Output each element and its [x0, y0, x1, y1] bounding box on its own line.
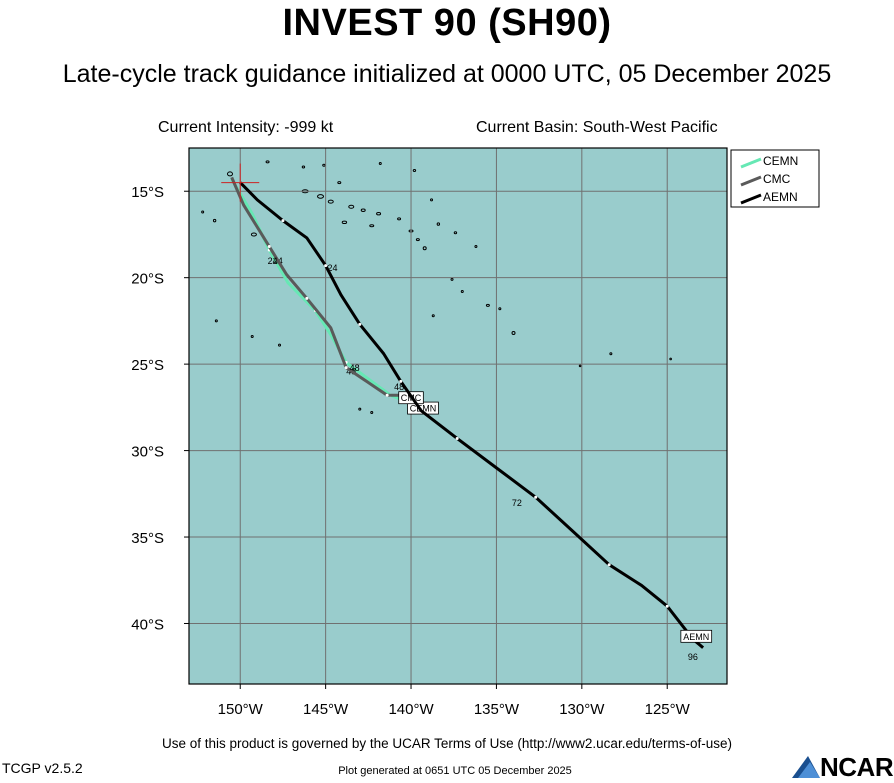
island-outline — [322, 163, 326, 167]
track-point-aemn — [534, 495, 538, 499]
island-outlines — [201, 160, 672, 415]
island-outline — [265, 160, 270, 164]
island-outline — [348, 204, 355, 209]
terms-of-use-note: Use of this product is governed by the U… — [162, 736, 732, 751]
island-outline — [436, 222, 441, 226]
ocean-background — [189, 148, 727, 684]
track-point-aemn — [281, 219, 285, 223]
island-outline — [460, 290, 464, 294]
legend-swatch-cemn — [740, 157, 762, 169]
tick-label-lat: 15°S — [131, 184, 164, 201]
island-outline — [337, 181, 342, 185]
legend-label-aemn: AEMN — [763, 190, 798, 204]
island-outline — [450, 277, 454, 281]
tick-label-lon: 130°W — [559, 701, 605, 718]
island-outline — [422, 246, 427, 251]
tick-label-lat: 40°S — [131, 616, 164, 633]
track-point-cmc — [267, 245, 271, 249]
current-basin: Current Basin: South-West Pacific — [476, 119, 718, 136]
version-label: TCGP v2.5.2 — [2, 760, 83, 776]
forecast-hour-label: 48 — [350, 363, 360, 373]
ncar-logo: NCAR — [790, 752, 894, 782]
graticule-grid — [189, 148, 727, 684]
island-outline — [327, 199, 334, 204]
map-frame — [188, 147, 728, 685]
island-outline — [370, 411, 374, 415]
forecast-hour-label: 24 — [268, 256, 278, 266]
tick-label-lat: 20°S — [131, 271, 164, 288]
island-outline — [369, 224, 375, 228]
track-point-aemn — [399, 379, 403, 383]
island-outline — [474, 245, 478, 249]
island-outline — [397, 217, 402, 221]
track-point-cmc — [305, 296, 309, 300]
island-outline — [341, 220, 348, 225]
track-end-tag-cemn: CEMN — [410, 404, 437, 414]
island-outline — [201, 210, 205, 214]
track-end-tag-aemn: AEMN — [683, 632, 709, 642]
forecast-hour-label: 96 — [688, 652, 698, 662]
tick-label-lon: 125°W — [645, 701, 691, 718]
chart-subtitle: Late-cycle track guidance initialized at… — [62, 60, 832, 88]
tick-label-lon: 135°W — [474, 701, 520, 718]
island-outline — [250, 232, 257, 237]
track-line-aemn — [239, 181, 705, 649]
generated-timestamp: Plot generated at 0651 UTC 05 December 2… — [338, 765, 572, 777]
axis-ticks: 150°W 145°W 140°W 135°W 130°W 125°W 15°S 20°S 25… — [131, 184, 690, 718]
track-point-cmc — [385, 393, 389, 397]
island-outline — [415, 238, 420, 242]
island-outline — [453, 231, 458, 235]
legend-swatch-aemn — [740, 193, 762, 205]
island-outline — [212, 218, 217, 223]
legend-swatch-cmc — [740, 175, 762, 187]
initial-position-marker — [221, 163, 260, 202]
island-outline — [376, 212, 382, 216]
tick-label-lon: 145°W — [303, 701, 349, 718]
island-outline — [301, 165, 306, 169]
island-outline — [669, 357, 672, 361]
forecast-hour-label: 48 — [394, 382, 404, 392]
island-outline — [226, 171, 233, 177]
track-point-aemn — [358, 322, 362, 326]
island-outline — [609, 352, 613, 356]
tick-label-lat: 30°S — [131, 444, 164, 461]
tick-label-lon: 140°W — [388, 701, 434, 718]
track-legend: CEMN CMC AEMN — [730, 149, 820, 208]
track-point-aemn — [455, 436, 459, 440]
island-outline — [498, 307, 502, 311]
track-point-aemn — [324, 264, 328, 268]
legend-box — [730, 149, 820, 208]
ncar-logo-text: NCAR — [820, 752, 894, 782]
ncar-logo-icon — [792, 756, 820, 778]
chart-title: INVEST 90 (SH90) — [282, 2, 612, 44]
island-outline — [250, 334, 254, 338]
island-outline — [431, 314, 435, 318]
tick-label-lat: 35°S — [131, 530, 164, 547]
current-intensity: Current Intensity: -999 kt — [158, 119, 334, 136]
island-outline — [360, 208, 366, 212]
island-outline — [412, 168, 417, 172]
tick-label-lon: 150°W — [218, 701, 264, 718]
forecast-hour-label: 72 — [512, 498, 522, 508]
track-line-cmc — [230, 176, 403, 397]
island-outline — [278, 343, 282, 347]
island-outline — [358, 407, 362, 411]
island-outline — [378, 162, 382, 166]
island-outline — [430, 198, 434, 202]
track-point-cmc — [344, 366, 348, 370]
island-outline — [317, 194, 325, 199]
forecast-hour-label: 24 — [327, 263, 337, 273]
track-point-aemn — [607, 563, 611, 567]
island-outline — [578, 364, 582, 368]
track-point-aemn — [665, 604, 669, 608]
legend-label-cemn: CEMN — [763, 154, 798, 168]
island-outline — [214, 319, 218, 323]
legend-label-cmc: CMC — [763, 172, 791, 186]
island-outline — [511, 331, 516, 336]
track-end-tag-box — [680, 629, 713, 643]
tick-label-lat: 25°S — [131, 357, 164, 374]
island-outline — [485, 303, 490, 307]
